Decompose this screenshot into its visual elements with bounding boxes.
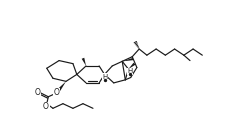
Polygon shape: [58, 81, 66, 91]
Polygon shape: [122, 58, 133, 61]
Polygon shape: [82, 58, 86, 66]
Text: H: H: [127, 68, 132, 74]
Text: O: O: [54, 88, 60, 97]
Text: O: O: [43, 102, 49, 111]
Polygon shape: [128, 63, 135, 69]
Text: H: H: [103, 74, 108, 80]
Text: O: O: [35, 88, 40, 97]
